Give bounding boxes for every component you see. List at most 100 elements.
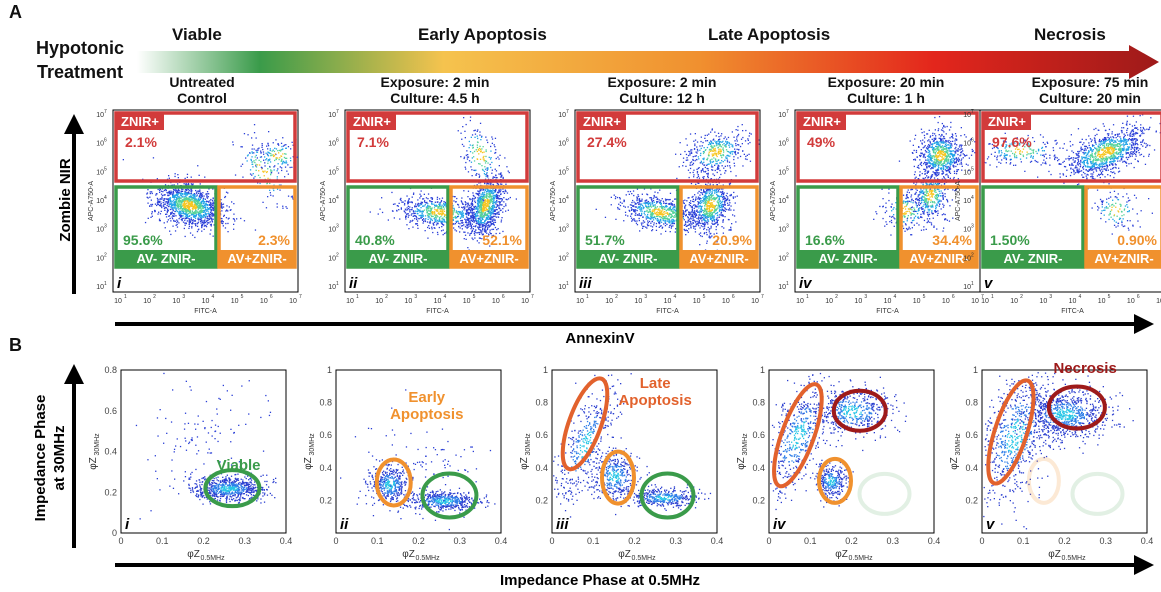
scatter-point xyxy=(685,221,687,224)
scatter-point xyxy=(210,223,212,225)
scatter-point xyxy=(713,197,715,199)
scatter-point xyxy=(705,210,707,212)
scatter-point xyxy=(662,217,664,220)
scatter-point xyxy=(707,191,709,193)
scatter-point xyxy=(408,201,410,203)
scatter-point xyxy=(435,218,437,220)
scatter-point xyxy=(479,190,481,192)
scatter-point xyxy=(486,169,488,171)
scatter-point xyxy=(496,200,498,202)
gate-label-znir: ZNIR+ xyxy=(353,114,391,129)
scatter-point xyxy=(489,163,491,166)
scatter-point xyxy=(206,196,208,198)
scatter-point xyxy=(464,166,466,168)
scatter-point xyxy=(484,189,486,191)
scatter-point xyxy=(469,205,471,207)
condition-header-4: Exposure: 20 min Culture: 1 h xyxy=(796,74,976,106)
scatter-point xyxy=(488,216,490,218)
scatter-point xyxy=(438,211,440,213)
scatter-point xyxy=(156,202,159,204)
scatter-point xyxy=(206,204,208,206)
scatter-point xyxy=(701,235,703,238)
scatter-point xyxy=(668,207,670,209)
scatter-point xyxy=(728,199,731,201)
scatter-point xyxy=(484,209,486,211)
scatter-point xyxy=(479,201,481,203)
scatter-point xyxy=(429,213,431,215)
scatter-point xyxy=(638,213,640,215)
scatter-point xyxy=(208,222,210,224)
scatter-point xyxy=(714,197,716,199)
scatter-point xyxy=(187,182,190,185)
scatter-point xyxy=(500,209,502,211)
scatter-point xyxy=(730,193,732,196)
scatter-point xyxy=(184,219,186,221)
scatter-point xyxy=(669,224,671,227)
scatter-point xyxy=(648,220,651,223)
scatter-point xyxy=(462,214,465,217)
scatter-point xyxy=(278,152,280,154)
scatter-point xyxy=(255,154,257,157)
scatter-point xyxy=(426,210,428,212)
scatter-point xyxy=(486,205,488,207)
scatter-point xyxy=(743,153,745,155)
scatter-point xyxy=(685,138,687,140)
scatter-point xyxy=(220,203,222,205)
scatter-point xyxy=(282,160,284,162)
scatter-point xyxy=(484,168,487,170)
scatter-point xyxy=(617,206,619,209)
scatter-point xyxy=(705,203,707,205)
scatter-point xyxy=(415,216,417,218)
scatter-point xyxy=(691,205,693,207)
scatter-point xyxy=(497,197,499,199)
scatter-point xyxy=(471,134,474,136)
scatter-point xyxy=(716,222,718,224)
scatter-point xyxy=(697,218,700,220)
scatter-point xyxy=(208,201,210,203)
scatter-point xyxy=(627,206,629,208)
scatter-point xyxy=(636,209,638,212)
scatter-point xyxy=(695,225,697,227)
scatter-point xyxy=(717,164,719,166)
y-tick-label: 10 xyxy=(328,198,336,205)
scatter-point xyxy=(502,211,504,213)
scatter-point xyxy=(409,206,411,208)
scatter-point xyxy=(454,216,456,219)
scatter-point xyxy=(493,144,495,146)
scatter-point xyxy=(703,197,705,200)
scatter-point xyxy=(503,190,505,193)
x-tick-label: 10 xyxy=(463,298,471,305)
scatter-point xyxy=(706,188,708,190)
scatter-point xyxy=(480,193,482,195)
scatter-point xyxy=(198,206,200,209)
scatter-point xyxy=(702,214,705,216)
scatter-point xyxy=(732,196,734,198)
scatter-point xyxy=(692,214,694,216)
scatter-point xyxy=(440,210,442,212)
scatter-point xyxy=(422,210,424,212)
scatter-point xyxy=(269,161,272,163)
scatter-point xyxy=(414,205,416,207)
scatter-point xyxy=(186,207,188,209)
scatter-point xyxy=(723,201,726,203)
scatter-point xyxy=(641,214,643,216)
scatter-point xyxy=(491,169,493,171)
scatter-point xyxy=(738,148,740,151)
scatter-point xyxy=(196,195,198,197)
scatter-point xyxy=(494,215,496,217)
scatter-point xyxy=(411,196,413,198)
scatter-point xyxy=(474,217,476,219)
scatter-point xyxy=(705,215,707,217)
scatter-point xyxy=(188,198,190,201)
flow-panel-ii: ZNIR+7.1%40.8% 52.1%AV- ZNIR- AV+ZNIR-ii10… xyxy=(320,109,534,315)
scatter-point xyxy=(643,202,645,204)
scatter-point xyxy=(165,207,167,209)
scatter-point xyxy=(709,203,712,206)
scatter-point xyxy=(619,204,622,207)
scatter-point xyxy=(480,207,483,209)
scatter-point xyxy=(664,205,667,208)
scatter-point xyxy=(694,228,696,230)
scatter-point xyxy=(201,194,203,196)
scatter-point xyxy=(492,176,494,178)
scatter-point xyxy=(181,218,183,220)
